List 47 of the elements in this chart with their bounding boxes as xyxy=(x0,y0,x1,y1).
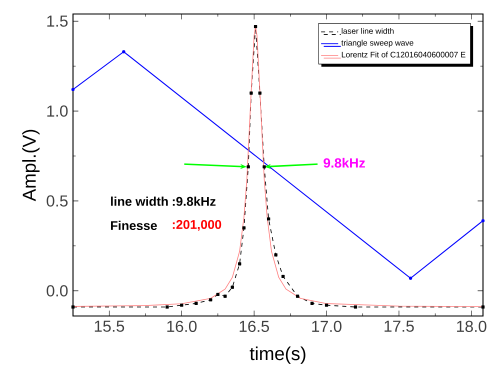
point xyxy=(180,304,184,307)
point xyxy=(354,305,358,309)
point xyxy=(258,91,262,95)
point xyxy=(408,276,412,280)
point xyxy=(242,226,246,230)
point xyxy=(238,262,242,266)
y-tick-label: 0.5 xyxy=(46,195,68,207)
annotation: :201,000 xyxy=(172,220,222,231)
point xyxy=(224,294,227,298)
point xyxy=(481,219,485,222)
point xyxy=(122,50,126,54)
point xyxy=(254,24,258,28)
annotation: 9.8kHz xyxy=(324,158,365,168)
point xyxy=(310,302,314,306)
legend-label: Lorentz Fit of C12016040600007 E xyxy=(342,52,466,58)
x-tick-label: 15.5 xyxy=(94,320,124,332)
x-tick-label: 17.5 xyxy=(384,320,414,332)
annotation: :9.8kHz xyxy=(172,196,216,206)
point xyxy=(296,294,300,298)
point xyxy=(166,305,169,309)
point xyxy=(194,302,198,306)
x-axis-title: time(s) xyxy=(250,346,306,364)
annotation: Finesse xyxy=(111,220,157,230)
y-tick-label: 1.0 xyxy=(47,105,68,117)
point xyxy=(481,305,485,309)
legend-label: triangle sweep wave xyxy=(341,40,414,48)
point xyxy=(209,298,212,302)
point xyxy=(324,304,328,307)
point xyxy=(274,253,278,256)
y-tick-label: 1.5 xyxy=(47,16,68,27)
point xyxy=(71,305,75,309)
point xyxy=(266,217,270,221)
point xyxy=(230,286,234,289)
x-tick-label: 17.0 xyxy=(312,320,342,332)
x-tick-label: 16.5 xyxy=(240,320,269,332)
y-axis-title: Ampl.(V) xyxy=(22,130,40,202)
legend-label: laser line width xyxy=(342,28,394,34)
point xyxy=(246,165,250,168)
x-tick-label: 18.0 xyxy=(457,320,486,332)
annotation: line width xyxy=(111,196,168,206)
point xyxy=(262,165,266,168)
point xyxy=(71,88,75,92)
x-tick-label: 16.0 xyxy=(167,320,197,332)
point xyxy=(250,91,253,95)
y-tick-label: 0.0 xyxy=(46,285,68,296)
point xyxy=(281,274,285,278)
point xyxy=(216,292,220,296)
